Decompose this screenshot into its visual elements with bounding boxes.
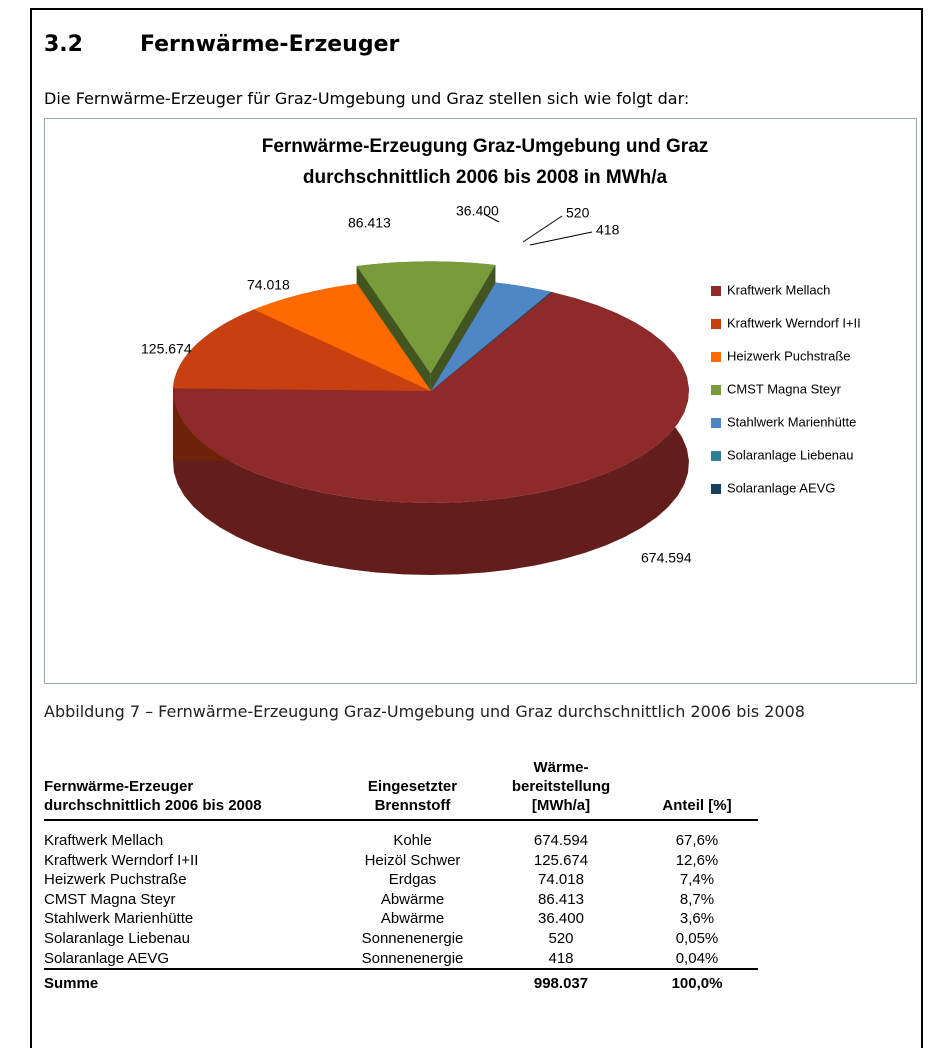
table-row: Solaranlage Liebenau Sonnenenergie 520 0,05… — [44, 929, 758, 949]
leader-line — [483, 213, 500, 223]
legend-swatch — [711, 286, 721, 296]
table-cell: 8,7% — [679, 890, 715, 908]
table-cell: 0,04% — [675, 949, 719, 967]
heading-title: Fernwärme-Erzeuger — [140, 32, 400, 57]
table-cell: Heizwerk Puchstraße — [44, 871, 187, 889]
total-label: Summe — [44, 975, 99, 993]
pie-tops — [173, 261, 689, 503]
figure-caption: Abbildung 7 – Fernwärme-Erzeugung Graz-U… — [44, 702, 805, 721]
pie-slice — [431, 291, 553, 391]
legend-swatch — [711, 319, 721, 329]
chart: Fernwärme-Erzeugung Graz-Umgebung und Gr… — [44, 118, 917, 684]
table-cell: Kohle — [393, 832, 432, 849]
column-header: Eingesetzter Brennstoff — [367, 778, 458, 814]
pie-slice — [431, 282, 551, 391]
pie-chart: 674.594 125.674 74.018 86.413 36.400 520 418 Kr… — [141, 203, 861, 575]
total-row: Summe 998.037 100,0% — [44, 969, 758, 994]
column-header: Anteil [%] — [662, 797, 732, 814]
table-cell: 520 — [548, 929, 574, 947]
legend-label: Stahlwerk Marienhütte — [727, 414, 856, 429]
table-cell: Heizöl Schwer — [364, 851, 461, 869]
table-row: Stahlwerk Marienhütte Abwärme 36.400 3,6% — [44, 909, 758, 929]
table-cell: 67,6% — [675, 832, 719, 849]
column-header: Fernwärme-Erzeuger durchschnittlich 2006… — [44, 778, 262, 814]
table-cell: Sonnenenergie — [361, 949, 464, 967]
pie-slice — [173, 292, 689, 503]
column-header: Wärme- bereitstellung [MWh/a] — [511, 759, 611, 814]
table-cell: Abwärme — [380, 910, 445, 928]
legend-label: CMST Magna Steyr — [727, 381, 842, 396]
table-cell: Sonnenenergie — [361, 929, 464, 947]
data-label: 418 — [596, 222, 620, 238]
table-cell: Stahlwerk Marienhütte — [44, 910, 194, 928]
table-row: Heizwerk Puchstraße Erdgas 74.018 7,4% — [44, 870, 758, 890]
pie-slice — [173, 309, 432, 391]
legend-swatch — [711, 484, 721, 494]
legend-swatch — [711, 451, 721, 461]
table-cell: 36.400 — [538, 910, 584, 928]
table-cell: 86.413 — [538, 890, 584, 908]
table-cell: Solaranlage AEVG — [44, 949, 170, 967]
table-cell: 12,6% — [675, 851, 719, 869]
table-cell: Erdgas — [388, 871, 437, 889]
table-cell: 7,4% — [679, 871, 715, 889]
chart-title: Fernwärme-Erzeugung Graz-Umgebung und Gr… — [261, 136, 709, 188]
table-cell: Kraftwerk Werndorf I+II — [44, 851, 199, 869]
data-label: 125.674 — [141, 341, 192, 357]
leader-line — [522, 215, 563, 243]
data-label: 520 — [566, 205, 590, 221]
legend-swatch — [711, 385, 721, 395]
table-row: CMST Magna Steyr Abwärme 86.413 8,7% — [44, 890, 758, 910]
legend-label: Solaranlage Liebenau — [727, 447, 854, 462]
table-cell: Kraftwerk Mellach — [44, 832, 164, 849]
data-label: 74.018 — [247, 277, 290, 293]
intro-text: Die Fernwärme-Erzeuger für Graz-Umgebung… — [44, 89, 690, 108]
table-row: Kraftwerk Werndorf I+II Heizöl Schwer 125.… — [44, 851, 758, 871]
total-empty — [345, 969, 486, 994]
table-cell: 0,05% — [675, 929, 719, 947]
data-label: 674.594 — [641, 550, 692, 566]
data-label: 36.400 — [456, 203, 499, 219]
legend-swatch — [711, 418, 721, 428]
total-value: 998.037 — [533, 975, 589, 993]
page-frame — [30, 8, 923, 1048]
data-table: Fernwärme-Erzeuger durchschnittlich 2006… — [44, 758, 758, 994]
table-cell: 74.018 — [538, 871, 584, 889]
legend-label: Heizwerk Puchstraße — [727, 348, 851, 363]
pie-slice — [431, 291, 552, 391]
table-cell: CMST Magna Steyr — [44, 890, 176, 908]
data-label: 86.413 — [348, 215, 391, 231]
table-row: Kraftwerk Mellach Kohle 674.594 67,6% — [44, 820, 758, 851]
table-cell: Solaranlage Liebenau — [44, 929, 190, 947]
heading-number: 3.2 — [44, 32, 83, 57]
header-row: Fernwärme-Erzeuger durchschnittlich 2006… — [44, 758, 758, 820]
legend-label: Kraftwerk Werndorf I+II — [727, 315, 861, 330]
table-cell: Abwärme — [380, 890, 445, 908]
pie-slice — [356, 261, 496, 374]
table-cell: 418 — [548, 949, 574, 967]
pie-slice — [253, 283, 431, 391]
total-share: 100,0% — [671, 975, 723, 993]
leader-line — [529, 231, 593, 246]
table-cell: 674.594 — [533, 832, 589, 849]
legend-label: Kraftwerk Mellach — [727, 282, 830, 297]
legend-label: Solaranlage AEVG — [727, 480, 835, 495]
table-cell: 3,6% — [679, 910, 715, 928]
table-cell: 125.674 — [533, 851, 589, 869]
legend-swatch — [711, 352, 721, 362]
table-row: Solaranlage AEVG Sonnenenergie 418 0,04% — [44, 949, 758, 970]
